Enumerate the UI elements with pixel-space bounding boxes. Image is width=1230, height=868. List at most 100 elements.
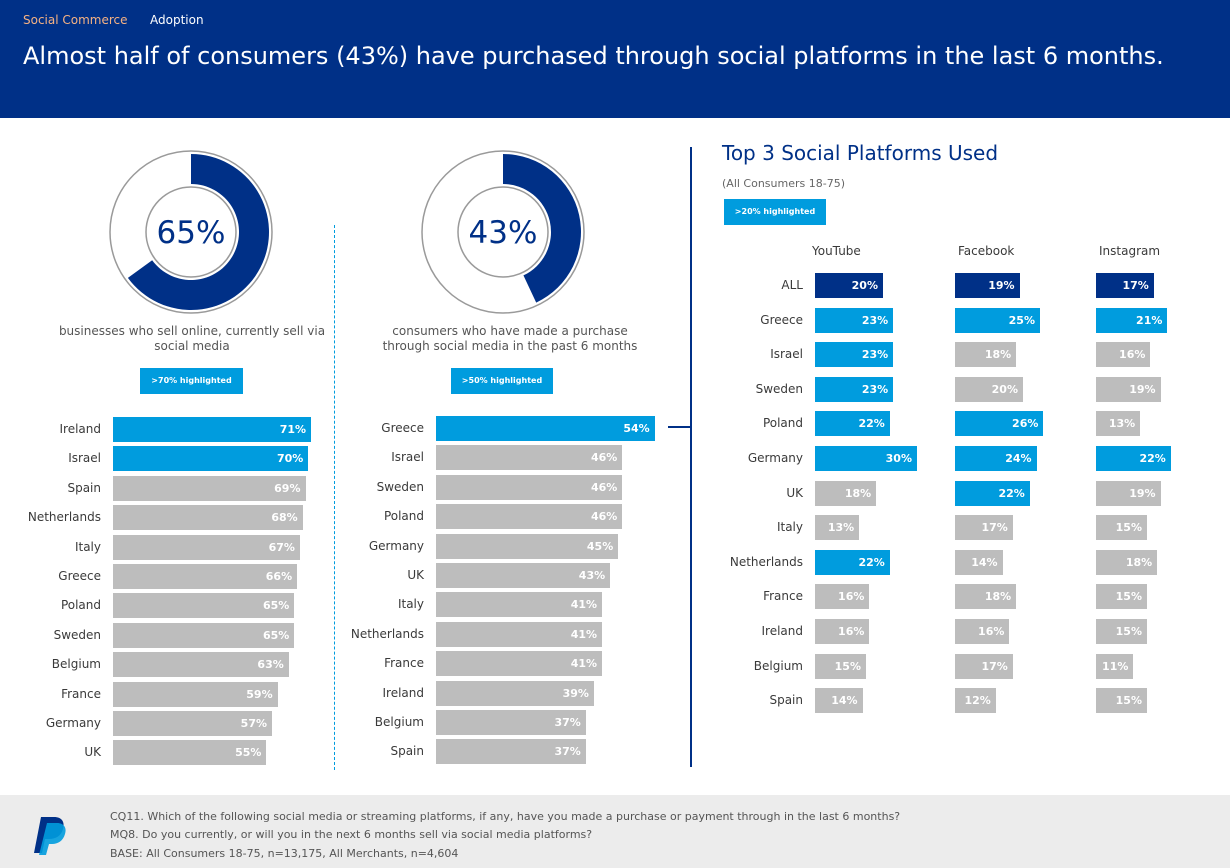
donut-caption: consumers who have made a purchase throu…: [382, 324, 638, 353]
category-label: France: [763, 589, 803, 604]
divider-dashed: [334, 225, 335, 770]
bar-youtube: [815, 688, 863, 714]
highlight-badge: >50% highlighted: [451, 368, 553, 394]
category-label: Italy: [74, 539, 101, 554]
category-label: UK: [786, 485, 803, 500]
bar: [113, 711, 273, 736]
bar: [113, 622, 295, 648]
bar-facebook: [955, 273, 1020, 298]
bar: [113, 593, 295, 619]
category-label: Spain: [390, 744, 424, 759]
bar-instagram: [1096, 376, 1161, 402]
bar: [436, 651, 603, 677]
bar-facebook: [955, 307, 1040, 333]
bar: [436, 474, 623, 500]
bar-value-label: 67%: [268, 540, 295, 554]
connector-line: [668, 426, 690, 428]
bar-value-label: 23%: [861, 313, 889, 327]
bar-value-label: 17%: [981, 659, 1008, 673]
category-label: Belgium: [753, 658, 803, 673]
bar-value-label: 21%: [1136, 313, 1163, 327]
donut-outer-ring: [109, 150, 273, 314]
category-label: UK: [407, 568, 424, 582]
donut-outer-ring: [421, 150, 585, 314]
donut-caption: businesses who sell online, currently se…: [58, 324, 326, 353]
donut-chart-businesses: 65%: [109, 150, 273, 314]
bar-youtube: [815, 376, 894, 402]
bar-facebook: [955, 619, 1010, 644]
category-label: Netherlands: [350, 626, 424, 641]
bar-instagram: [1096, 342, 1151, 368]
bar-value-label: 15%: [1115, 625, 1142, 638]
bar-value-label: 71%: [279, 423, 307, 436]
bar-value-label: 45%: [586, 539, 614, 553]
category-label: France: [384, 656, 424, 671]
category-label: Greece: [58, 569, 101, 583]
bar-value-label: 46%: [590, 451, 618, 465]
bar-value-label: 46%: [590, 480, 618, 494]
footer-note: MQ8. Do you currently, or will you in th…: [110, 828, 593, 841]
category-label: Ireland: [761, 624, 803, 638]
bar-youtube: [815, 342, 894, 368]
bar-facebook: [955, 342, 1017, 368]
category-label: Poland: [762, 416, 803, 431]
bar-value-label: 19%: [1129, 486, 1156, 500]
tab-social-commerce[interactable]: Social Commerce: [23, 13, 128, 27]
category-label: Sweden: [376, 479, 424, 494]
divider-solid: [690, 147, 692, 767]
bar-value-label: 54%: [623, 422, 650, 435]
bar-value-label: 18%: [1125, 555, 1153, 569]
bar: [113, 475, 306, 501]
bar: [436, 445, 623, 471]
bar: [113, 564, 298, 589]
bar: [113, 446, 309, 472]
category-label: Spain: [67, 480, 101, 495]
bar-facebook: [955, 653, 1013, 679]
bar: [113, 740, 267, 766]
bar-value-label: 23%: [861, 348, 889, 362]
category-label: Poland: [383, 509, 424, 524]
bar-youtube: [815, 584, 870, 610]
bar-value-label: 41%: [570, 627, 598, 641]
bar-value-label: 16%: [1119, 348, 1146, 362]
bar: [113, 534, 300, 560]
bar-value-label: 18%: [844, 486, 872, 500]
bar-instagram: [1096, 619, 1147, 644]
category-label: Ireland: [382, 685, 424, 700]
tab-adoption[interactable]: Adoption: [150, 13, 204, 27]
category-label: Spain: [769, 693, 803, 708]
bar-value-label: 39%: [562, 686, 589, 700]
donut-value: 43%: [469, 215, 538, 251]
category-label: Israel: [68, 451, 101, 466]
bar-youtube: [815, 515, 860, 541]
category-label: UK: [84, 745, 101, 760]
bar: [436, 592, 603, 618]
donut-arc: [127, 154, 270, 310]
bar-value-label: 43%: [578, 569, 606, 582]
bar-value-label: 25%: [1008, 313, 1035, 327]
donut-value: 65%: [157, 215, 226, 251]
bar: [436, 416, 655, 441]
bar-instagram: [1096, 688, 1147, 714]
bar-instagram: [1096, 307, 1168, 333]
bar-value-label: 20%: [991, 382, 1018, 396]
bar-instagram: [1096, 446, 1171, 471]
bar-value-label: 37%: [554, 745, 581, 759]
category-label: Israel: [770, 347, 803, 362]
bar-value-label: 55%: [235, 746, 262, 760]
bar-youtube: [815, 653, 866, 679]
bar-value-label: 65%: [263, 599, 290, 613]
bar-value-label: 15%: [1115, 590, 1142, 604]
bar-instagram: [1096, 273, 1154, 298]
category-label: Israel: [391, 450, 424, 465]
bar-value-label: 16%: [838, 590, 865, 604]
category-label: Sweden: [755, 381, 803, 396]
category-label: Germany: [368, 538, 424, 553]
bar: [436, 504, 623, 530]
category-label: Greece: [381, 421, 424, 435]
bar-value-label: 14%: [831, 694, 858, 708]
bar-value-label: 30%: [885, 452, 912, 465]
column-header-instagram: Instagram: [1099, 244, 1161, 258]
bar-value-label: 22%: [858, 555, 885, 569]
category-label: Netherlands: [729, 554, 803, 569]
